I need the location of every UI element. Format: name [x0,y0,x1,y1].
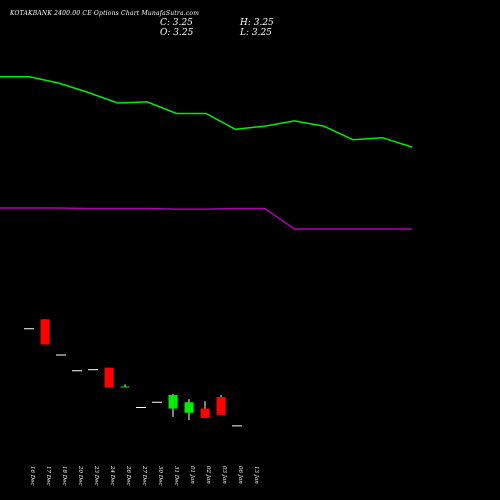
x-tick-label: 27 Dec [141,465,147,486]
x-tick-label: 18 Dec [61,466,67,486]
x-tick-label: 01 Jan [189,466,195,484]
x-tick-label: 13 Jan [253,466,259,484]
indicator-line-1 [0,76,413,148]
low-value: L: 3.25 [240,28,272,38]
candle-body-up [120,386,130,388]
candle-body-down [200,408,210,418]
candle [168,393,178,417]
candle-body-down [216,397,226,415]
candle [40,319,50,345]
candle-body-up [168,394,178,409]
x-tick-label: 06 Jan [237,466,243,484]
x-tick-label: 30 Dec [157,466,163,486]
x-tick-label: 16 Dec [29,466,35,486]
x-axis-labels: 16 Dec 17 Dec 18 Dec 20 Dec 23 Dec 24 Dec 26 D… [29,465,259,486]
candle-body-up [184,402,194,413]
candle-body-down [40,319,50,345]
close-value: C: 3.25 [160,18,193,28]
high-value: H: 3.25 [240,18,274,28]
candle [104,367,114,388]
x-tick-label: 23 Dec [93,465,99,486]
indicator-line-2 [0,207,412,230]
candle [200,401,210,418]
open-value: O: 3.25 [160,28,194,38]
x-tick-label: 20 Dec [77,465,83,486]
candle [120,384,130,388]
x-tick-label: 17 Dec [45,466,51,486]
x-tick-label: 26 Dec [125,465,131,486]
indicator-lines [0,76,413,230]
candles [24,319,242,427]
x-tick-label: 02 Jan [205,466,211,484]
candle [184,399,194,421]
x-tick-label: 24 Dec [109,465,115,486]
candle-body-down [104,367,114,388]
x-tick-label: 31 Dec [173,466,179,486]
candle [216,394,226,415]
x-tick-label: 03 Jan [221,466,227,484]
chart-title: KOTAKBANK 2400.00 CE Options Chart Munaf… [10,10,200,17]
